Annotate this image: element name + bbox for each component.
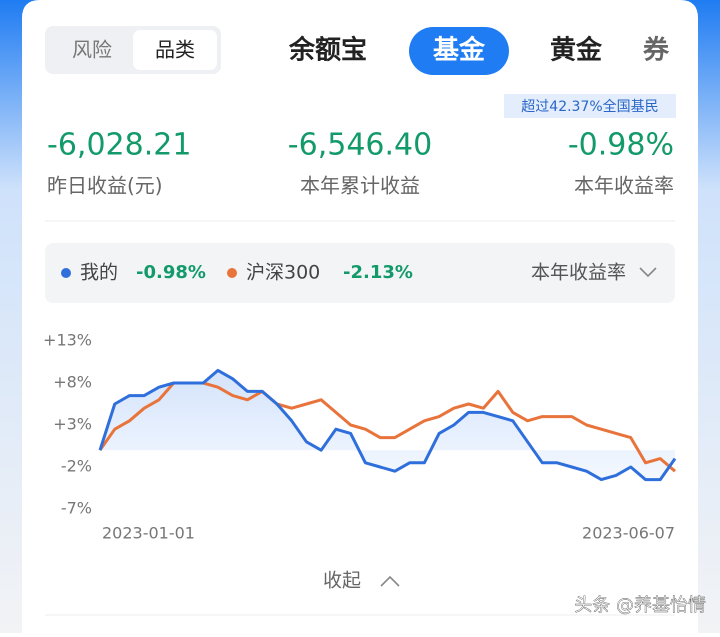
badge-bg bbox=[504, 94, 676, 118]
x-tick-label: 2023-06-07 bbox=[582, 524, 675, 543]
toggle-option[interactable]: 品类 bbox=[155, 38, 195, 62]
stat-label: 昨日收益(元) bbox=[47, 174, 163, 198]
tab[interactable]: 基金 bbox=[433, 35, 486, 66]
legend-name: 沪深300 bbox=[246, 262, 320, 284]
chevron bbox=[639, 267, 657, 278]
toggle-option[interactable]: 风险 bbox=[72, 38, 112, 62]
period-select[interactable]: 本年收益率 bbox=[531, 262, 626, 284]
y-tick-label: -7% bbox=[61, 499, 92, 518]
toggle-active bbox=[133, 30, 217, 70]
series-line bbox=[98, 368, 677, 482]
legend-box bbox=[45, 243, 675, 303]
y-tick-label: +3% bbox=[53, 415, 92, 434]
plot: +13% +8% +3% -2% -7% 2023-01-01 2023-06-07 bbox=[43, 331, 677, 543]
y-tick-label: -2% bbox=[61, 457, 92, 476]
card bbox=[22, 0, 698, 633]
y-tick-label: +13% bbox=[43, 331, 92, 350]
stat-label: 本年收益率 bbox=[574, 174, 674, 198]
legend-dot bbox=[227, 268, 237, 278]
tab[interactable]: 黄金 bbox=[550, 35, 603, 66]
legend-value: -0.98% bbox=[136, 262, 206, 283]
stat-value: -0.98% bbox=[568, 128, 674, 163]
y-tick-label: +8% bbox=[53, 373, 92, 392]
stat-value: -6,028.21 bbox=[47, 128, 191, 163]
stat-value: -6,546.40 bbox=[288, 128, 432, 163]
collapse[interactable]: 收起 bbox=[323, 570, 361, 592]
stat-label: 本年累计收益 bbox=[300, 174, 420, 198]
watermark: 头条 @养基怡情 bbox=[574, 595, 706, 616]
legend-value: -2.13% bbox=[343, 262, 413, 283]
x-tick-label: 2023-01-01 bbox=[102, 524, 195, 543]
tab[interactable]: 券 bbox=[643, 36, 670, 66]
tab-active bbox=[409, 27, 509, 75]
badge: 超过42.37%全国基民 bbox=[521, 98, 658, 115]
tab[interactable]: 余额宝 bbox=[288, 35, 367, 66]
legend-name: 我的 bbox=[80, 262, 118, 284]
legend-dot bbox=[61, 268, 71, 278]
chevron bbox=[380, 575, 400, 587]
